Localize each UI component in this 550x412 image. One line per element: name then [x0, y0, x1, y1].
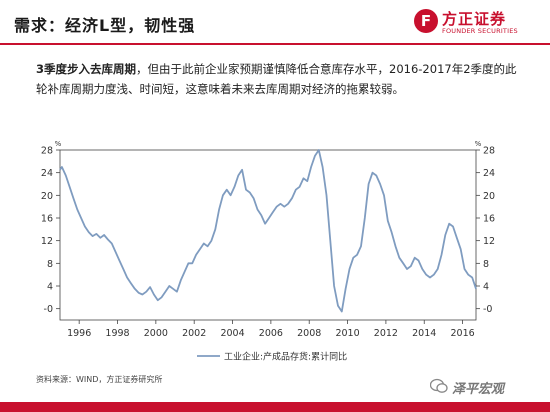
y-tick-label-right: 8: [483, 259, 489, 270]
y-unit-right: %: [475, 140, 482, 148]
x-tick-label: 1998: [105, 328, 129, 339]
y-tick-label-left: 20: [41, 191, 53, 202]
footer-bar: [0, 402, 550, 412]
description-paragraph: 3季度步入去库周期，但由于此前企业家预期谨慎降低合意库存水平，2016-2017…: [36, 59, 526, 99]
y-unit-left: %: [55, 140, 62, 148]
y-tick-label-left: 24: [41, 168, 53, 179]
y-tick-label-left: 12: [41, 236, 53, 247]
y-tick-label-left: 4: [47, 282, 53, 293]
legend-label: 工业企业:产成品存货:累计同比: [224, 351, 347, 363]
logo-chinese-name: 方正证券: [442, 10, 507, 28]
y-tick-label-right: 4: [483, 282, 489, 293]
y-tick-label-left: 16: [41, 214, 53, 225]
page-title: 需求：经济L型，韧性强: [14, 16, 196, 35]
x-tick-label: 2014: [412, 328, 436, 339]
plot-frame: [59, 149, 477, 321]
logo-english-name: FOUNDER SECURITIES: [442, 27, 518, 35]
y-tick-label-right: 12: [483, 236, 495, 247]
x-tick-label: 2004: [220, 328, 244, 339]
x-tick-label: 2012: [374, 328, 398, 339]
y-tick-label-right: 24: [483, 168, 495, 179]
description-text: ，但由于此前企业家预期谨慎降低合意库存水平，2016-2017年2季度的此轮补库…: [36, 62, 517, 96]
series-line: [59, 149, 477, 313]
founder-logo-icon: F: [414, 9, 438, 33]
watermark-text: 泽平宏观: [452, 382, 505, 397]
y-tick-label-right: 28: [483, 146, 495, 157]
brand-logo: F 方正证券 FOUNDER SECURITIES: [414, 6, 542, 42]
y-tick-label-left: 8: [47, 259, 53, 270]
y-tick-label-right: 16: [483, 214, 495, 225]
x-tick-label: 2006: [259, 328, 283, 339]
y-tick-label-right: 20: [483, 191, 495, 202]
wechat-icon: [430, 378, 448, 393]
source-note: 资料来源：WIND，方正证券研究所: [36, 375, 163, 384]
x-tick-label: 2010: [335, 328, 359, 339]
y-tick-label-left: -0: [44, 304, 53, 315]
x-tick-label: 2016: [450, 328, 474, 339]
x-tick-label: 1996: [67, 328, 91, 339]
x-tick-label: 2002: [182, 328, 206, 339]
x-tick-label: 2000: [144, 328, 168, 339]
y-tick-label-left: 28: [41, 146, 53, 157]
y-tick-label-right: -0: [483, 304, 492, 315]
x-tick-label: 2008: [297, 328, 321, 339]
description-highlight: 3季度步入去库周期: [36, 62, 137, 76]
header-divider: [0, 43, 550, 45]
